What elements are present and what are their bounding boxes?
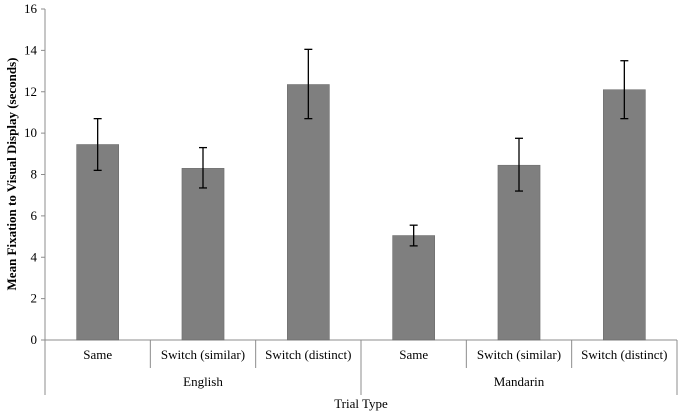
bar (181, 168, 225, 341)
bar (76, 144, 119, 341)
y-tick-label: 8 (31, 167, 38, 182)
category-label: Same (399, 347, 428, 362)
bars (76, 84, 646, 341)
group-label: English (183, 374, 223, 389)
y-axis: 0 2 4 6 8 10 12 14 16 (24, 1, 46, 347)
y-tick-label: 4 (31, 249, 38, 264)
category-label: Switch (similar) (161, 347, 245, 362)
bar (287, 84, 330, 341)
error-bars (93, 48, 629, 247)
y-tick-label: 2 (31, 291, 38, 306)
y-tick-label: 0 (31, 332, 38, 347)
group-label: Mandarin (494, 374, 545, 389)
y-tick-label: 6 (31, 208, 38, 223)
y-tick-label: 14 (24, 42, 38, 57)
category-label: Switch (similar) (477, 347, 561, 362)
x-axis: Same Switch (similar) Switch (distinct) Eng… (44, 339, 678, 395)
y-tick-label: 16 (24, 1, 38, 16)
y-tick-label: 10 (24, 125, 37, 140)
y-axis-title: Mean Fixation to Visual Display (seconds… (4, 58, 19, 291)
category-label: Switch (distinct) (265, 347, 351, 362)
bar (497, 164, 541, 341)
bar (603, 89, 646, 341)
category-label: Same (83, 347, 112, 362)
y-tick-label: 12 (24, 84, 37, 99)
category-label: Switch (distinct) (581, 347, 667, 362)
x-axis-title: Trial Type (334, 396, 388, 411)
bar (392, 235, 435, 341)
